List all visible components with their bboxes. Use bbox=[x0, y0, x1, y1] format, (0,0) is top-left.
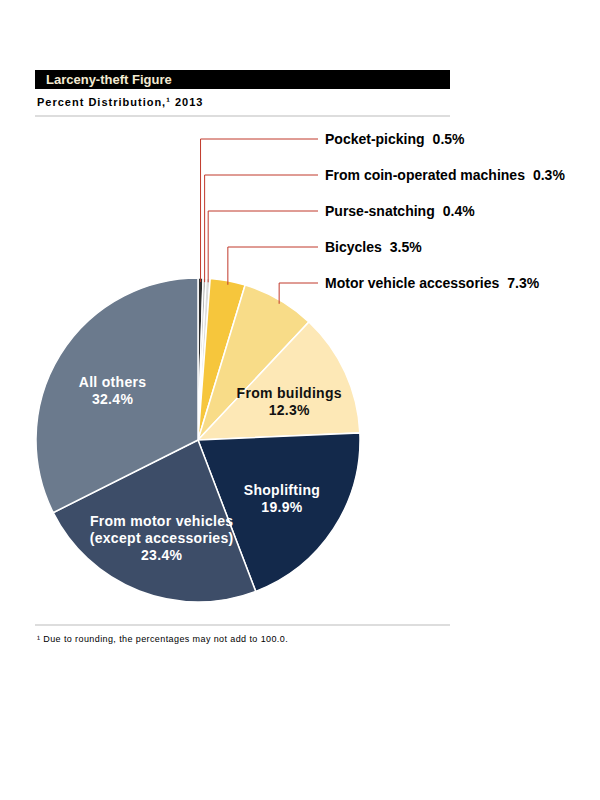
data-label: All others32.4% bbox=[79, 374, 147, 407]
data-label: From coin-operated machines 0.3% bbox=[325, 167, 565, 183]
footnote: ¹ Due to rounding, the percentages may n… bbox=[37, 634, 288, 644]
slice-label-line: Shoplifting bbox=[244, 482, 320, 498]
rule bbox=[35, 625, 450, 626]
value-label: 0.3% bbox=[533, 167, 565, 183]
slice-label-line: All others bbox=[79, 374, 147, 390]
value-label: 0.4% bbox=[443, 203, 475, 219]
slice-label-line: From buildings bbox=[237, 385, 342, 401]
data-label: Purse-snatching 0.4% bbox=[325, 203, 475, 219]
title-bar bbox=[35, 70, 450, 89]
pie: From buildings12.3% Shoplifting19.9% From … bbox=[36, 278, 360, 602]
slice-label: From coin-operated machines bbox=[325, 167, 525, 183]
data-label: Motor vehicle accessories 7.3% bbox=[325, 275, 540, 291]
leader-line bbox=[279, 283, 318, 304]
slice bbox=[198, 322, 360, 440]
rule bbox=[35, 116, 450, 117]
slice-label: From buildings bbox=[237, 385, 342, 401]
slice-label-line: (except accessories) bbox=[90, 530, 234, 546]
data-label: Bicycles 3.5% bbox=[325, 239, 422, 255]
value-label: 19.9% bbox=[261, 499, 302, 515]
slice-label-line: From motor vehicles bbox=[90, 513, 233, 529]
leader-line bbox=[205, 175, 318, 282]
slice-label: Purse-snatching bbox=[325, 203, 435, 219]
data-label: From buildings12.3% bbox=[237, 385, 342, 418]
leader-line bbox=[228, 247, 318, 285]
value-label: 12.3% bbox=[269, 402, 310, 418]
leader-line bbox=[201, 139, 318, 282]
slice-label: Motor vehicle accessories bbox=[325, 275, 500, 291]
slice-label: Pocket-picking bbox=[325, 131, 425, 147]
data-label: Pocket-picking 0.5% bbox=[325, 131, 465, 147]
data-label: Shoplifting19.9% bbox=[244, 482, 320, 515]
value-label: 3.5% bbox=[390, 239, 422, 255]
chart: Larceny-theft Figure Percent Distribution… bbox=[0, 0, 600, 800]
value-label: 32.4% bbox=[92, 391, 133, 407]
value-label: 0.5% bbox=[433, 131, 465, 147]
data-label: From motor vehicles(except accessories)2… bbox=[90, 513, 234, 563]
slice-label: Shoplifting bbox=[244, 482, 320, 498]
slice-label: Bicycles bbox=[325, 239, 382, 255]
value-label: 7.3% bbox=[507, 275, 539, 291]
slice bbox=[36, 278, 198, 513]
subtitle: Percent Distribution,¹ 2013 bbox=[37, 96, 203, 108]
slice-label: From motor vehicles(except accessories) bbox=[90, 513, 234, 546]
slice-label: All others bbox=[79, 374, 147, 390]
value-label: 23.4% bbox=[141, 547, 182, 563]
title: Larceny-theft Figure bbox=[46, 72, 172, 87]
